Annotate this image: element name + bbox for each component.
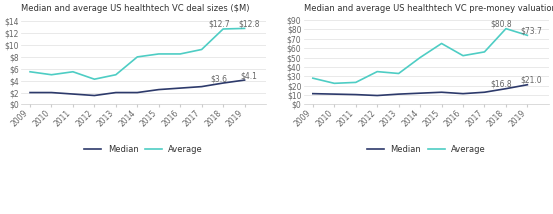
Text: $16.8: $16.8 [491,80,513,89]
Text: Median and average US healthtech VC deal sizes ($M): Median and average US healthtech VC deal… [22,4,250,13]
Text: $21.0: $21.0 [521,76,542,85]
Legend: Median, Average: Median, Average [367,145,486,154]
Text: $3.6: $3.6 [210,74,227,83]
Text: $4.1: $4.1 [241,71,257,80]
Text: $80.8: $80.8 [491,20,513,29]
Text: $73.7: $73.7 [521,26,542,35]
Text: Median and average US healthtech VC pre-money valuations ($M): Median and average US healthtech VC pre-… [304,4,553,13]
Text: $12.8: $12.8 [238,19,259,28]
Legend: Median, Average: Median, Average [84,145,203,154]
Text: $12.7: $12.7 [208,20,229,29]
